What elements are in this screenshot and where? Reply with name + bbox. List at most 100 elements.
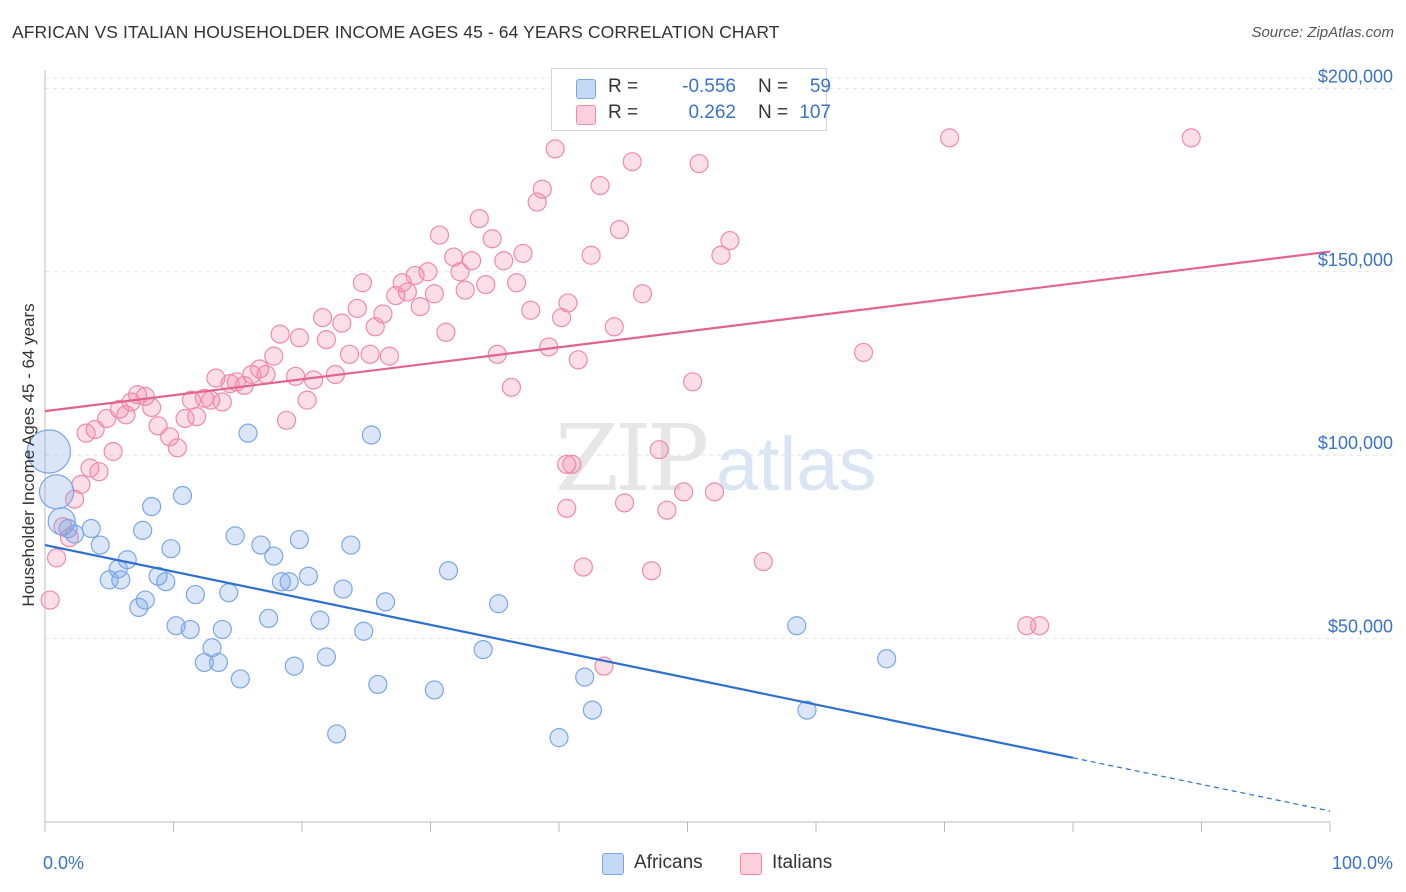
italian-point[interactable]: [683, 372, 703, 392]
italian-point[interactable]: [347, 298, 367, 319]
italian-point[interactable]: [622, 152, 642, 172]
african-point[interactable]: [424, 680, 444, 700]
african-point[interactable]: [238, 423, 258, 443]
african-point[interactable]: [133, 520, 153, 540]
african-point[interactable]: [316, 647, 337, 667]
italian-point[interactable]: [573, 557, 594, 577]
italian-point[interactable]: [71, 474, 91, 495]
italian-point[interactable]: [674, 482, 694, 502]
italian-point[interactable]: [46, 548, 67, 568]
italian-point[interactable]: [264, 346, 284, 366]
african-point[interactable]: [271, 572, 292, 592]
italian-point[interactable]: [40, 590, 60, 610]
italian-point[interactable]: [632, 284, 653, 304]
italian-point[interactable]: [285, 366, 306, 386]
italian-point[interactable]: [557, 498, 577, 518]
italian-point[interactable]: [142, 397, 162, 418]
african-point[interactable]: [310, 610, 330, 630]
italian-point[interactable]: [316, 330, 337, 350]
italian-point[interactable]: [148, 416, 168, 436]
italian-point[interactable]: [397, 282, 417, 302]
italian-point[interactable]: [641, 561, 662, 581]
african-point[interactable]: [251, 535, 271, 555]
italian-point[interactable]: [373, 304, 393, 324]
italian-point[interactable]: [513, 243, 533, 264]
african-point[interactable]: [64, 524, 85, 544]
african-point[interactable]: [341, 535, 361, 555]
african-point[interactable]: [361, 425, 381, 445]
italian-point[interactable]: [103, 441, 123, 462]
african-point[interactable]: [375, 592, 396, 612]
african-point[interactable]: [327, 724, 347, 744]
african-point[interactable]: [208, 652, 229, 673]
italian-point[interactable]: [312, 308, 333, 328]
italian-point[interactable]: [194, 388, 214, 408]
italian-point[interactable]: [167, 438, 187, 458]
italian-point[interactable]: [89, 462, 109, 482]
african-point[interactable]: [264, 546, 284, 566]
italian-point[interactable]: [558, 293, 578, 313]
african-point[interactable]: [212, 619, 232, 640]
african-point[interactable]: [172, 485, 193, 506]
african-point[interactable]: [549, 728, 569, 748]
italian-point[interactable]: [940, 128, 960, 148]
italian-point[interactable]: [506, 273, 527, 293]
italian-point[interactable]: [753, 551, 773, 572]
italian-point[interactable]: [297, 390, 317, 410]
african-point[interactable]: [111, 570, 131, 590]
african-point[interactable]: [156, 572, 176, 592]
african-point[interactable]: [575, 667, 595, 687]
african-point[interactable]: [473, 639, 493, 660]
italian-point[interactable]: [450, 262, 470, 282]
african-point[interactable]: [81, 518, 101, 539]
italian-point[interactable]: [405, 265, 425, 286]
italian-point[interactable]: [160, 427, 180, 447]
italian-point[interactable]: [303, 370, 324, 390]
italian-point[interactable]: [557, 454, 577, 474]
italian-point[interactable]: [360, 344, 380, 364]
italian-point[interactable]: [339, 344, 360, 364]
italian-point[interactable]: [379, 346, 399, 366]
african-point[interactable]: [284, 656, 304, 676]
italian-point[interactable]: [289, 328, 310, 348]
italian-point[interactable]: [410, 297, 430, 317]
italian-point[interactable]: [532, 179, 552, 199]
italian-point[interactable]: [418, 262, 438, 282]
african-point[interactable]: [180, 619, 200, 640]
african-point[interactable]: [354, 621, 374, 641]
african-point[interactable]: [219, 583, 239, 603]
african-point[interactable]: [298, 566, 319, 586]
african-point[interactable]: [258, 608, 279, 629]
italian-point[interactable]: [187, 407, 207, 427]
italian-point[interactable]: [853, 342, 874, 363]
african-point[interactable]: [38, 474, 75, 510]
italian-point[interactable]: [469, 208, 489, 229]
italian-point[interactable]: [568, 350, 588, 370]
african-point[interactable]: [489, 594, 509, 614]
african-point[interactable]: [289, 529, 310, 550]
italian-point[interactable]: [649, 440, 669, 460]
african-point[interactable]: [135, 590, 155, 610]
african-point[interactable]: [333, 579, 353, 599]
african-point[interactable]: [230, 669, 250, 689]
italian-point[interactable]: [276, 410, 297, 430]
italian-point[interactable]: [581, 245, 601, 265]
italian-point[interactable]: [116, 405, 136, 425]
italian-point[interactable]: [212, 392, 232, 412]
african-point[interactable]: [877, 649, 897, 669]
italian-point[interactable]: [135, 386, 155, 407]
african-point[interactable]: [787, 616, 807, 636]
african-point[interactable]: [161, 539, 181, 559]
african-point[interactable]: [368, 674, 388, 695]
african-point[interactable]: [797, 700, 817, 720]
italian-point[interactable]: [614, 493, 635, 513]
african-point[interactable]: [142, 496, 162, 517]
italian-point[interactable]: [604, 317, 624, 337]
african-point[interactable]: [129, 597, 149, 618]
african-point[interactable]: [166, 616, 186, 636]
african-point[interactable]: [185, 584, 205, 605]
italian-point[interactable]: [482, 229, 502, 249]
italian-point[interactable]: [562, 454, 582, 474]
african-point[interactable]: [438, 561, 459, 581]
italian-point[interactable]: [657, 500, 677, 520]
